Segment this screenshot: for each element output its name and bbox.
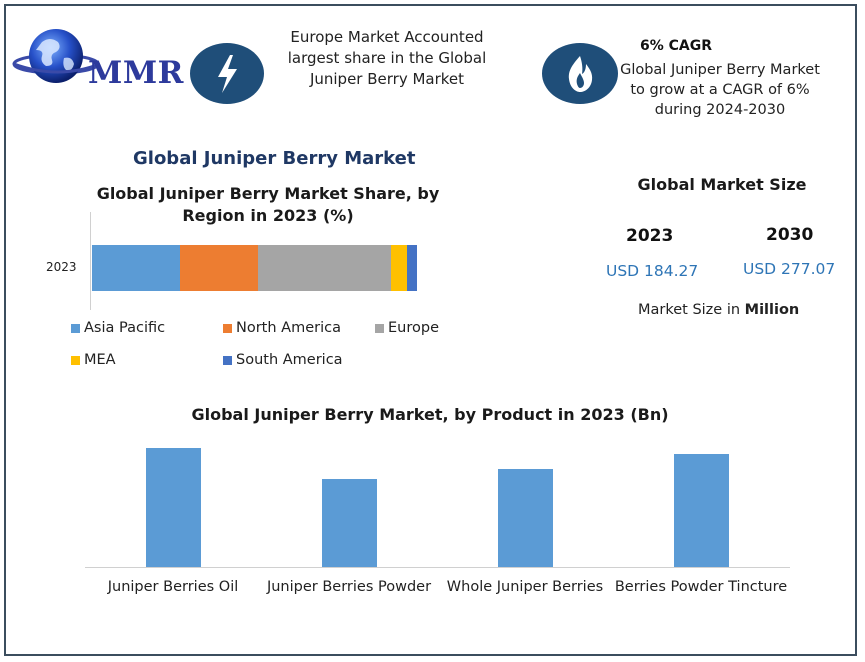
product-chart-baseline <box>85 567 790 568</box>
legend-swatch <box>223 323 232 333</box>
market-size-title: Global Market Size <box>637 175 807 194</box>
legend-north-america: North America <box>223 320 341 336</box>
legend-swatch <box>71 355 80 365</box>
product-bar-whole-juniper-berries <box>497 469 553 567</box>
lightning-icon <box>218 55 237 93</box>
share-chart-axis <box>90 212 91 310</box>
flame-badge <box>542 43 618 104</box>
share-segment-asia-pacific <box>92 245 180 291</box>
legend-asia-pacific: Asia Pacific <box>71 320 165 336</box>
flame-icon <box>568 56 593 92</box>
year-2023-label: 2023 <box>626 226 674 246</box>
product-label-tincture: Berries Powder Tincture <box>614 579 788 595</box>
share-chart-title: Global Juniper Berry Market Share, by Re… <box>96 184 440 225</box>
product-bar-juniper-berries-powder <box>321 478 377 567</box>
market-value-2030: USD 277.07 <box>743 260 836 278</box>
main-title: Global Juniper Berry Market <box>133 148 416 169</box>
globe-icon <box>12 29 101 83</box>
legend-label: Asia Pacific <box>84 320 166 336</box>
legend-south-america: South America <box>223 352 343 368</box>
share-segment-mea <box>391 245 408 291</box>
legend-label: Europe <box>388 320 439 336</box>
unit-note-prefix: Market Size in <box>638 302 745 318</box>
legend-swatch <box>223 355 232 365</box>
market-value-2023: USD 184.27 <box>606 262 699 280</box>
product-bar-berries-powder-tincture <box>673 453 729 567</box>
product-label-powder: Juniper Berries Powder <box>266 579 432 595</box>
share-segment-south-america <box>407 245 417 291</box>
lightning-badge <box>190 43 264 104</box>
market-size-unit-note: Market Size in Million <box>638 302 799 318</box>
product-label-oil: Juniper Berries Oil <box>107 579 239 595</box>
share-segment-north-america <box>179 245 258 291</box>
legend-swatch <box>71 323 80 333</box>
legend-swatch <box>375 323 384 333</box>
legend-europe: Europe <box>375 320 439 336</box>
legend-label: North America <box>236 320 341 336</box>
unit-note-bold: Million <box>744 302 800 318</box>
legend-label: South America <box>236 352 343 368</box>
share-segment-europe <box>257 245 391 291</box>
share-chart-category: 2023 <box>46 260 77 274</box>
logo-text: MMR <box>88 55 184 91</box>
share-stacked-bar <box>92 245 417 291</box>
year-2030-label: 2030 <box>766 225 814 245</box>
product-bar-juniper-berries-oil <box>145 448 201 567</box>
cagr-title: 6% CAGR <box>639 38 713 54</box>
infographic-frame <box>4 4 857 656</box>
product-label-whole: Whole Juniper Berries <box>446 579 604 595</box>
product-chart-title: Global Juniper Berry Market, by Product … <box>191 405 669 424</box>
legend-label: MEA <box>84 352 116 368</box>
europe-share-note: Europe Market Accounted largest share in… <box>287 28 487 88</box>
legend-mea: MEA <box>71 352 116 368</box>
cagr-description: Global Juniper Berry Market to grow at a… <box>620 62 820 118</box>
